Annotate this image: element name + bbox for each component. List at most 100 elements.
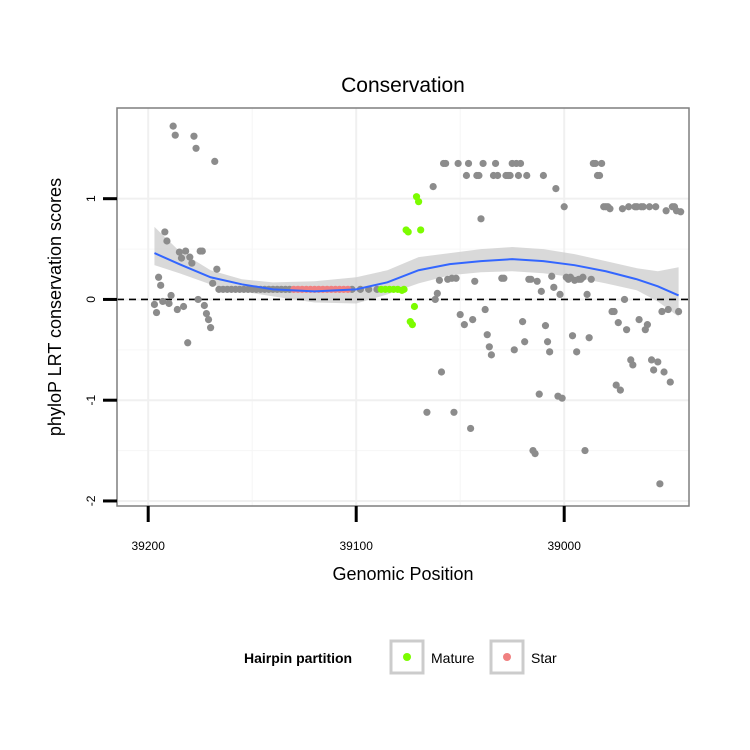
point-other <box>157 281 165 289</box>
point-other <box>460 321 468 329</box>
point-other <box>500 274 508 282</box>
y-tick-label: -2 <box>84 495 98 506</box>
point-other <box>159 297 167 306</box>
point-mature <box>417 226 425 234</box>
point-mature <box>410 302 419 311</box>
point-mature <box>404 228 412 236</box>
point-other <box>610 307 618 316</box>
point-other <box>579 273 587 281</box>
point-other <box>620 295 629 304</box>
point-other <box>173 305 181 314</box>
point-other <box>483 331 491 339</box>
point-other <box>161 228 169 236</box>
point-other <box>635 315 643 324</box>
point-other <box>510 346 518 354</box>
point-other <box>506 171 514 180</box>
point-other <box>437 368 446 376</box>
point-other <box>475 171 483 180</box>
point-other <box>192 144 200 152</box>
y-axis-title: phyloP LRT conservation scores <box>45 178 65 436</box>
smooth-curve <box>154 252 679 297</box>
point-other <box>625 203 633 211</box>
point-other <box>598 159 606 168</box>
point-other <box>585 334 593 342</box>
point-other <box>535 390 543 398</box>
y-axis: 1 0 -1 -2 <box>84 195 117 506</box>
point-other <box>184 339 192 347</box>
point-other <box>595 171 604 180</box>
point-other <box>179 302 188 311</box>
point-other <box>568 332 577 340</box>
y-tick-label: -1 <box>84 395 98 406</box>
point-other <box>675 307 683 316</box>
point-other <box>618 205 627 213</box>
y-tick-label: 0 <box>84 296 98 303</box>
point-other <box>204 315 213 324</box>
point-other <box>452 274 460 282</box>
point-other <box>450 408 458 416</box>
point-other <box>464 159 473 168</box>
point-other <box>200 301 208 310</box>
point-other <box>171 131 179 139</box>
legend-title: Hairpin partition <box>244 650 352 666</box>
point-other <box>591 159 600 168</box>
point-other <box>573 348 581 356</box>
point-other <box>167 291 175 300</box>
point-other <box>481 305 489 314</box>
point-other <box>521 338 529 346</box>
point-other <box>614 319 622 327</box>
point-other <box>477 215 485 223</box>
point-other <box>188 259 196 267</box>
point-other <box>531 450 539 458</box>
point-other <box>677 208 685 216</box>
point-other <box>152 308 161 317</box>
legend-dot-mature <box>403 653 411 661</box>
point-other <box>533 277 541 285</box>
legend-item-star: Star <box>489 639 557 675</box>
point-other <box>429 182 437 191</box>
point-other <box>523 171 531 180</box>
point-other <box>186 253 194 261</box>
point-other <box>519 318 527 326</box>
point-other <box>516 159 525 168</box>
point-other <box>469 315 477 324</box>
point-other <box>471 277 479 285</box>
point-other <box>462 171 471 180</box>
point-other <box>539 171 548 180</box>
point-other <box>537 287 545 295</box>
point-other <box>647 356 656 364</box>
point-other <box>213 265 221 273</box>
point-other <box>209 279 217 287</box>
point-other <box>660 368 668 376</box>
point-other <box>543 338 552 346</box>
point-other <box>623 326 631 334</box>
point-other <box>456 310 464 319</box>
point-other <box>556 290 564 299</box>
point-other <box>664 305 672 314</box>
point-other <box>487 351 495 359</box>
point-other <box>527 275 535 283</box>
point-other <box>485 343 493 351</box>
legend-item-mature: Mature <box>389 639 475 675</box>
point-other <box>198 247 206 255</box>
point-other <box>207 324 215 332</box>
point-other <box>612 381 620 389</box>
point-other <box>541 322 550 330</box>
point-other <box>560 203 568 211</box>
point-other <box>190 132 198 140</box>
point-other <box>194 295 202 304</box>
point-other <box>433 289 441 297</box>
point-other <box>163 237 171 245</box>
point-other <box>155 273 163 281</box>
point-other <box>658 307 666 316</box>
point-mature <box>408 321 416 329</box>
point-other <box>435 276 443 284</box>
point-other <box>650 366 658 374</box>
point-other <box>629 361 637 369</box>
x-tick-label: 39100 <box>340 539 374 553</box>
point-other <box>479 159 487 168</box>
point-other <box>654 358 662 366</box>
legend-label-mature: Mature <box>431 650 475 666</box>
point-other <box>662 207 670 215</box>
